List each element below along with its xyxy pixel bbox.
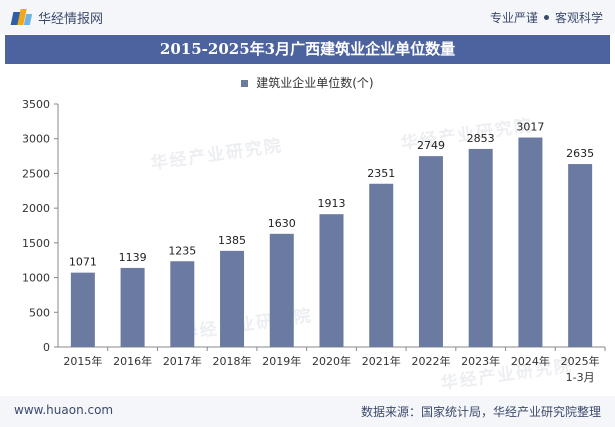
x-tick-label: 2015年 [63,354,102,368]
x-tick-label: 2021年 [362,354,401,368]
x-tick-label: 2018年 [213,354,252,368]
footer: www.huaon.com 数据来源：国家统计局，华经产业研究院整理 [0,396,615,427]
data-label: 2635 [566,147,594,160]
y-tick-label: 3500 [22,98,50,111]
bullet-icon [543,15,549,20]
data-label: 2853 [467,132,495,145]
brand-name: 华经情报网 [38,12,104,27]
x-tick-label: 2017年 [163,354,202,368]
data-label: 1139 [119,251,147,264]
x-tick-label: 2024年 [511,354,550,368]
y-tick-label: 2000 [22,202,50,215]
y-tick-label: 3000 [22,133,50,146]
chart-legend: 建筑业企业单位数(个) [0,74,615,91]
x-tick-label: 2019年 [262,354,301,368]
legend-swatch-icon [241,80,249,87]
slogan: 专业严谨 客观科学 [490,9,603,26]
x-tick-label: 2023年 [461,354,500,368]
data-label: 1235 [168,244,196,257]
y-tick-label: 1500 [22,237,50,250]
y-tick-label: 1000 [22,272,50,285]
data-label: 3017 [516,121,544,134]
data-label: 1913 [318,197,346,210]
website-link[interactable]: www.huaon.com [14,403,114,417]
data-label: 1385 [218,234,246,247]
chart-title: 2015-2025年3月广西建筑业企业单位数量 [5,35,610,64]
legend-label: 建筑业企业单位数(个) [256,76,374,90]
slogan-right: 客观科学 [554,11,603,25]
bar [418,156,443,347]
brand-logo[interactable]: 华经情报网 [10,8,104,27]
data-label: 1630 [268,217,296,230]
x-tick-label: 2016年 [113,354,152,368]
bar [70,272,95,347]
bar [518,137,543,347]
data-label: 2749 [417,139,445,152]
bar [170,261,195,347]
y-tick-label: 0 [43,341,50,354]
data-label: 2351 [367,167,395,180]
bar [468,148,493,347]
y-tick-label: 2500 [22,167,50,180]
bar [220,250,245,347]
bar [120,267,145,347]
bar [568,164,593,347]
x-tick-label: 1-3月 [566,371,595,384]
data-label: 1071 [69,256,97,269]
data-source: 数据来源：国家统计局，华经产业研究院整理 [360,405,601,419]
bar [369,183,394,347]
x-tick-label: 2022年 [411,354,450,368]
x-tick-label: 2020年 [312,354,351,368]
y-tick-label: 500 [29,306,50,319]
x-tick-label: 2025年 [561,354,600,368]
top-bar: 华经情报网 专业严谨 客观科学 [0,0,615,34]
slogan-left: 专业严谨 [489,11,538,25]
bar [269,233,294,347]
bar [319,214,344,347]
